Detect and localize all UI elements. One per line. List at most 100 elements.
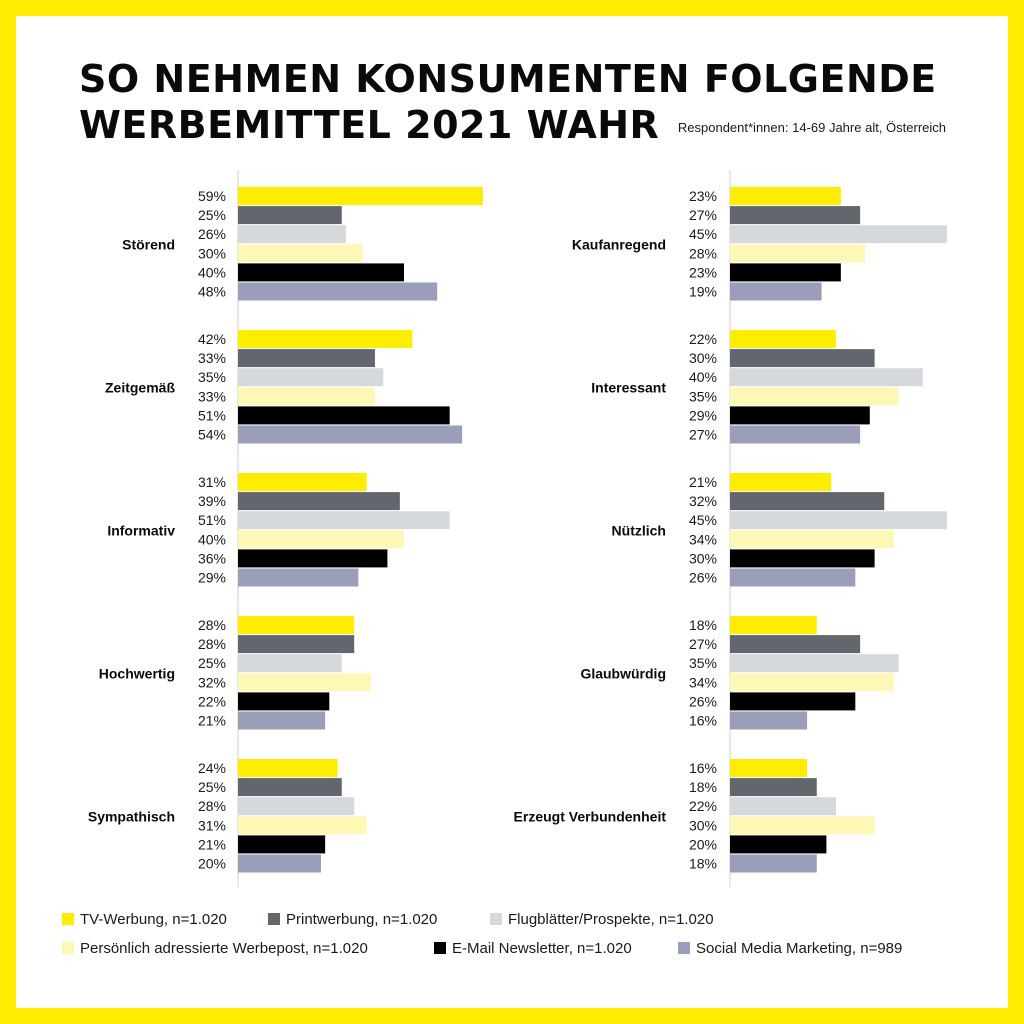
- bar-erzeugt-verbundenheit-4: [730, 816, 875, 835]
- value-label-erzeugt-verbundenheit-5: 20%: [689, 836, 717, 852]
- bar-informativ-6: [238, 568, 359, 587]
- bar-zeitgemaess-5: [238, 406, 450, 425]
- chart-title-line-1: SO NEHMEN KONSUMENTEN FOLGENDE: [79, 57, 937, 101]
- value-label-kaufanregend-2: 27%: [689, 207, 717, 223]
- bar-stoerend-3: [238, 225, 346, 244]
- value-label-hochwertig-6: 21%: [198, 713, 226, 729]
- bar-informativ-3: [238, 511, 450, 530]
- bar-kaufanregend-3: [730, 225, 947, 244]
- bar-hochwertig-5: [238, 692, 330, 711]
- legend-label-mail: Persönlich adressierte Werbepost, n=1.02…: [80, 939, 368, 957]
- value-label-kaufanregend-4: 28%: [689, 245, 717, 261]
- bar-zeitgemaess-4: [238, 387, 375, 406]
- bar-kaufanregend-4: [730, 244, 865, 263]
- legend-label-tv: TV-Werbung, n=1.020: [80, 910, 227, 928]
- legend-swatch-social: [678, 942, 690, 954]
- value-label-glaubwuerdig-4: 34%: [689, 674, 717, 690]
- value-label-nuetzlich-6: 26%: [689, 570, 717, 586]
- bar-kaufanregend-6: [730, 282, 822, 301]
- value-label-informativ-1: 31%: [198, 474, 226, 490]
- category-label-sympathisch: Sympathisch: [88, 808, 175, 824]
- value-label-informativ-5: 36%: [198, 550, 226, 566]
- bar-informativ-5: [238, 549, 388, 568]
- bar-nuetzlich-3: [730, 511, 947, 530]
- legend-swatch-print: [268, 913, 280, 925]
- value-label-nuetzlich-1: 21%: [689, 474, 717, 490]
- category-label-hochwertig: Hochwertig: [99, 665, 175, 681]
- bar-informativ-2: [238, 492, 400, 511]
- value-label-hochwertig-3: 25%: [198, 655, 226, 671]
- legend-item-social: Social Media Marketing, n=989: [678, 940, 902, 957]
- bar-hochwertig-2: [238, 635, 355, 654]
- legend-item-print: Printwerbung, n=1.020: [268, 911, 490, 928]
- bar-nuetzlich-1: [730, 473, 832, 491]
- value-label-stoerend-6: 48%: [198, 284, 226, 300]
- value-label-stoerend-5: 40%: [198, 264, 226, 280]
- legend-item-flyer: Flugblätter/Prospekte, n=1.020: [490, 911, 714, 928]
- bar-erzeugt-verbundenheit-3: [730, 797, 837, 816]
- value-label-kaufanregend-1: 23%: [689, 188, 717, 204]
- value-label-stoerend-1: 59%: [198, 188, 226, 204]
- bar-erzeugt-verbundenheit-5: [730, 835, 827, 854]
- bar-zeitgemaess-3: [238, 368, 384, 387]
- bar-glaubwuerdig-5: [730, 692, 856, 711]
- value-label-glaubwuerdig-6: 16%: [689, 713, 717, 729]
- bar-kaufanregend-2: [730, 206, 861, 225]
- value-label-zeitgemaess-4: 33%: [198, 388, 226, 404]
- value-label-zeitgemaess-5: 51%: [198, 407, 226, 423]
- value-label-informativ-6: 29%: [198, 570, 226, 586]
- value-label-erzeugt-verbundenheit-2: 18%: [689, 779, 717, 795]
- category-label-kaufanregend: Kaufanregend: [572, 236, 666, 252]
- bar-sympathisch-6: [238, 854, 321, 873]
- bar-kaufanregend-5: [730, 263, 841, 282]
- legend-swatch-flyer: [490, 913, 502, 925]
- value-label-erzeugt-verbundenheit-1: 16%: [689, 760, 717, 776]
- bar-hochwertig-4: [238, 673, 371, 692]
- value-label-glaubwuerdig-1: 18%: [689, 617, 717, 633]
- bar-stoerend-2: [238, 206, 342, 225]
- value-label-kaufanregend-6: 19%: [689, 284, 717, 300]
- bar-glaubwuerdig-3: [730, 654, 899, 673]
- legend-swatch-newsletter: [434, 942, 446, 954]
- legend-label-print: Printwerbung, n=1.020: [286, 910, 438, 928]
- category-label-zeitgemaess: Zeitgemäß: [105, 379, 175, 395]
- bar-sympathisch-1: [238, 759, 338, 777]
- bar-zeitgemaess-2: [238, 349, 375, 368]
- bar-hochwertig-6: [238, 711, 326, 730]
- value-label-nuetzlich-2: 32%: [689, 493, 717, 509]
- value-label-interessant-1: 22%: [689, 331, 717, 347]
- value-label-erzeugt-verbundenheit-3: 22%: [689, 798, 717, 814]
- bar-hochwertig-1: [238, 616, 355, 634]
- value-label-stoerend-2: 25%: [198, 207, 226, 223]
- bar-zeitgemaess-6: [238, 425, 463, 444]
- value-label-sympathisch-6: 20%: [198, 856, 226, 872]
- bar-sympathisch-2: [238, 778, 342, 797]
- value-label-kaufanregend-3: 45%: [689, 226, 717, 242]
- value-label-hochwertig-2: 28%: [198, 636, 226, 652]
- value-label-kaufanregend-5: 23%: [689, 264, 717, 280]
- bar-erzeugt-verbundenheit-2: [730, 778, 817, 797]
- value-label-hochwertig-1: 28%: [198, 617, 226, 633]
- bar-interessant-2: [730, 349, 875, 368]
- value-label-informativ-3: 51%: [198, 512, 226, 528]
- bar-nuetzlich-4: [730, 530, 894, 549]
- value-label-zeitgemaess-1: 42%: [198, 331, 226, 347]
- category-label-glaubwuerdig: Glaubwürdig: [580, 665, 666, 681]
- bar-sympathisch-4: [238, 816, 367, 835]
- legend-item-mail: Persönlich adressierte Werbepost, n=1.02…: [62, 940, 434, 957]
- category-label-interessant: Interessant: [591, 379, 666, 395]
- bar-interessant-6: [730, 425, 861, 444]
- value-label-nuetzlich-5: 30%: [689, 550, 717, 566]
- category-label-informativ: Informativ: [107, 522, 175, 538]
- value-label-glaubwuerdig-2: 27%: [689, 636, 717, 652]
- bar-stoerend-6: [238, 282, 438, 301]
- legend-label-social: Social Media Marketing, n=989: [696, 939, 903, 957]
- value-label-hochwertig-4: 32%: [198, 674, 226, 690]
- bar-erzeugt-verbundenheit-6: [730, 854, 817, 873]
- chart-subtitle: Respondent*innen: 14-69 Jahre alt, Öster…: [677, 120, 946, 135]
- value-label-interessant-4: 35%: [689, 388, 717, 404]
- category-label-erzeugt-verbundenheit: Erzeugt Verbundenheit: [514, 808, 667, 824]
- legend-item-newsletter: E-Mail Newsletter, n=1.020: [434, 940, 678, 957]
- value-label-interessant-2: 30%: [689, 350, 717, 366]
- chart-title: SO NEHMEN KONSUMENTEN FOLGENDE WERBEMITT…: [79, 56, 937, 148]
